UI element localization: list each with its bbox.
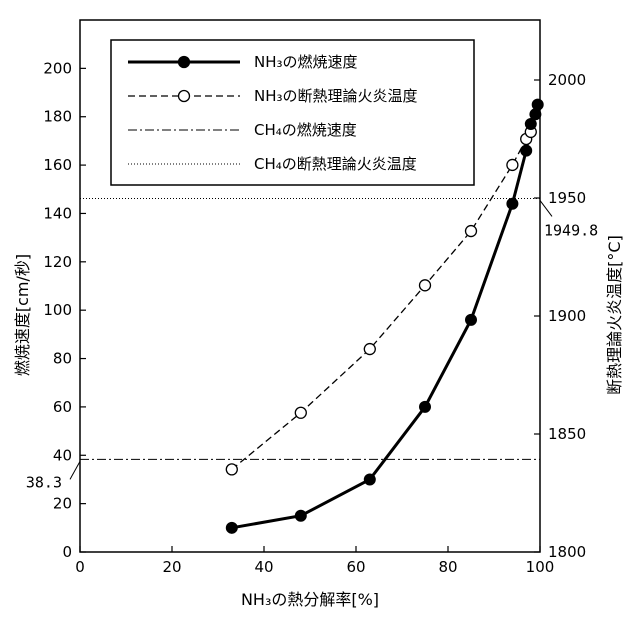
left-y-tick-label: 120 (43, 253, 72, 271)
legend-label: NH₃の断熱理論火炎温度 (254, 87, 418, 105)
left-y-tick-label: 140 (43, 204, 72, 222)
x-tick-label: 80 (438, 558, 457, 576)
left-y-tick-label: 40 (53, 446, 72, 464)
nh3-flame-temperature-point (295, 407, 306, 418)
left-axis-title: 燃焼速度[cm/秒] (13, 254, 32, 376)
legend-marker (179, 57, 190, 68)
right-y-tick-label: 1950 (548, 189, 586, 207)
x-tick-label: 0 (75, 558, 85, 576)
legend-marker (179, 91, 190, 102)
legend-label: CH₄の燃焼速度 (254, 121, 357, 139)
left-y-tick-label: 20 (53, 495, 72, 513)
nh3-burning-velocity-point (530, 109, 541, 120)
legend-label: CH₄の断熱理論火炎温度 (254, 155, 417, 173)
right-y-tick-label: 1900 (548, 307, 586, 325)
nh3-burning-velocity-point (466, 314, 477, 325)
left-y-tick-label: 80 (53, 350, 72, 368)
annotation-38-3: 38.3 (26, 473, 62, 491)
left-y-tick-label: 0 (62, 543, 72, 561)
x-axis-title: NH₃の熱分解率[%] (241, 590, 379, 609)
nh3-burning-velocity-point (295, 510, 306, 521)
nh3-burning-velocity-point (507, 198, 518, 209)
left-y-tick-label: 60 (53, 398, 72, 416)
legend-label: NH₃の燃焼速度 (254, 53, 358, 71)
nh3-burning-velocity-point (226, 522, 237, 533)
left-y-tick-label: 100 (43, 301, 72, 319)
right-axis-title: 断熱理論火炎温度[°C] (605, 235, 624, 395)
left-y-tick-label: 160 (43, 156, 72, 174)
nh3-flame-temperature-point (507, 159, 518, 170)
nh3-flame-temperature-point (466, 226, 477, 237)
right-y-tick-label: 1800 (548, 543, 586, 561)
nh3-burning-velocity-point (364, 474, 375, 485)
nh3-flame-temperature-point (420, 280, 431, 291)
annotation-1949-8: 1949.8 (544, 221, 598, 239)
left-y-tick-label: 200 (43, 59, 72, 77)
left-y-tick-label: 180 (43, 108, 72, 126)
nh3-flame-temperature-point (364, 344, 375, 355)
right-y-tick-label: 2000 (548, 71, 586, 89)
right-y-tick-label: 1850 (548, 425, 586, 443)
nh3-burning-velocity-point (532, 99, 543, 110)
x-tick-label: 20 (162, 558, 181, 576)
nh3-burning-velocity-point (521, 145, 532, 156)
x-tick-label: 60 (346, 558, 365, 576)
x-tick-label: 40 (254, 558, 273, 576)
nh3-burning-velocity-point (420, 401, 431, 412)
nh3-flame-temperature-point (226, 464, 237, 475)
